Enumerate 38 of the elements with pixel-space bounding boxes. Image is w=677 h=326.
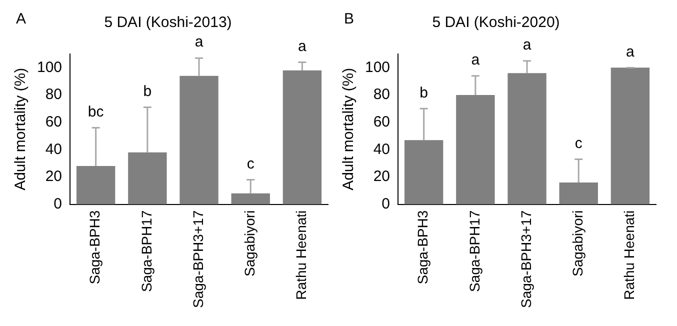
y-tick-label: 20 bbox=[45, 168, 62, 186]
y-tick-label: 40 bbox=[45, 140, 62, 158]
x-tick-label: Saga-BPH17 bbox=[138, 210, 154, 292]
annotation: a bbox=[626, 43, 636, 60]
y-tick-label: 100 bbox=[364, 58, 390, 76]
y-tick-label: 20 bbox=[373, 168, 390, 186]
annotation: b bbox=[143, 82, 152, 100]
chart-title: 5 DAI (Koshi-2013) bbox=[104, 14, 232, 32]
annotation: b bbox=[420, 84, 428, 102]
x-tick-label: Saga-BPH3+17 bbox=[190, 210, 206, 308]
x-tick-label: Saga-BPH3 bbox=[86, 210, 103, 284]
annotation: a bbox=[298, 38, 308, 55]
text: a bbox=[194, 34, 204, 51]
y-axis-title: Adult mortality (%) bbox=[340, 68, 358, 190]
x-tick-label: Saga-BPH3+17 bbox=[518, 210, 534, 308]
text: a bbox=[522, 36, 532, 54]
y-tick-label: 80 bbox=[373, 86, 390, 104]
text: A bbox=[16, 10, 26, 28]
annotation: a bbox=[471, 52, 480, 69]
text: B bbox=[344, 10, 354, 28]
x-tick-label: Rathu Heenati bbox=[621, 210, 638, 300]
y-tick-label: 0 bbox=[382, 195, 390, 212]
y-tick-label: 0 bbox=[54, 195, 62, 212]
y-tick-label: 40 bbox=[373, 140, 390, 158]
y-tick-label: 60 bbox=[373, 113, 390, 130]
y-tick-label: 100 bbox=[36, 58, 62, 76]
x-tick-label: Rathu Heenati bbox=[293, 210, 310, 300]
x-tick-label: Sagabiyori bbox=[241, 210, 258, 276]
y-axis-title: Adult mortality (%) bbox=[12, 68, 30, 190]
annotation: c bbox=[574, 134, 583, 152]
chart-title: 5 DAI (Koshi-2020) bbox=[432, 14, 560, 32]
x-tick-label: Saga-BPH3 bbox=[414, 210, 431, 284]
x-tick-label: Sagabiyori bbox=[569, 210, 586, 276]
y-tick-label: 60 bbox=[45, 113, 62, 130]
y-tick-label: 80 bbox=[45, 86, 62, 104]
x-tick-label: Saga-BPH17 bbox=[466, 210, 482, 292]
annotation: bc bbox=[88, 103, 104, 120]
annotation: c bbox=[246, 155, 255, 172]
